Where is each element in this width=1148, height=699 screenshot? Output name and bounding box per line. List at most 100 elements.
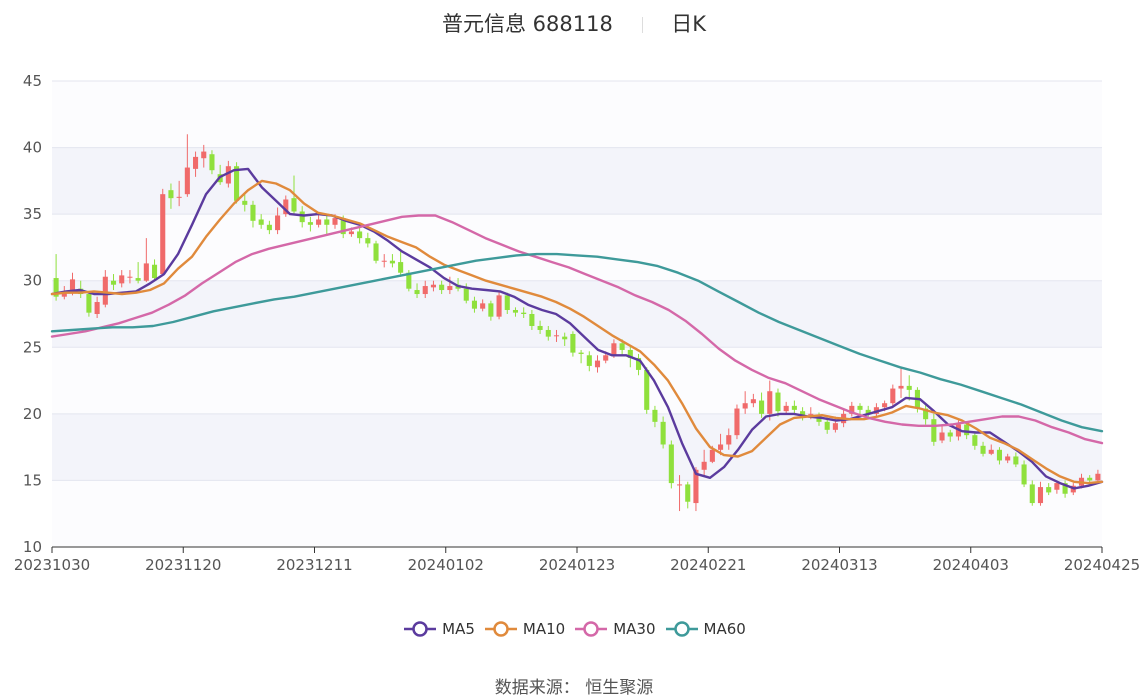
candle-body: [299, 211, 305, 223]
candle-body: [972, 435, 978, 446]
candle-body: [430, 284, 436, 288]
candle-body: [775, 392, 781, 412]
candle-body: [102, 276, 108, 305]
x-tick-label: 20231120: [145, 556, 221, 574]
legend-item-ma60[interactable]: MA60: [664, 620, 746, 638]
candle-body: [422, 286, 428, 295]
candle-body: [439, 284, 445, 291]
candle-body: [783, 405, 789, 412]
candle-body: [619, 343, 625, 350]
candle-body: [529, 314, 535, 326]
candle-body: [521, 312, 527, 314]
y-tick-label: 10: [23, 538, 42, 556]
candle-body: [906, 385, 912, 390]
legend-marker-icon: [404, 621, 437, 637]
candle-body: [832, 423, 838, 430]
candle-body: [1062, 483, 1068, 494]
candle-body: [258, 219, 264, 225]
y-tick-label: 45: [23, 72, 42, 90]
candle-body: [578, 352, 584, 354]
candle-body: [266, 224, 272, 231]
candle-body: [759, 400, 765, 414]
candle-body: [480, 303, 486, 309]
candle-body: [882, 403, 888, 408]
candle-body: [750, 399, 756, 404]
candle-body: [923, 408, 929, 420]
y-tick-label: 40: [23, 139, 42, 157]
legend-marker-icon: [575, 621, 608, 637]
candle-body: [652, 409, 658, 422]
candle-body: [389, 260, 395, 264]
candle-body: [898, 385, 904, 389]
legend-item-ma10[interactable]: MA10: [483, 620, 565, 638]
stock-name: 普元信息 688118: [442, 12, 613, 36]
y-tick-label: 25: [23, 338, 42, 356]
candle-body: [193, 156, 199, 169]
candle-body: [53, 278, 59, 297]
candle-body: [447, 286, 453, 291]
candle-body: [545, 329, 551, 337]
x-tick-label: 20240403: [933, 556, 1009, 574]
candle-body: [225, 166, 231, 184]
x-tick-label: 20240123: [539, 556, 615, 574]
candle-body: [988, 449, 994, 454]
candle-body: [504, 295, 510, 311]
candle-body: [947, 432, 953, 437]
x-tick-label: 20240221: [670, 556, 746, 574]
candle-body: [340, 218, 346, 235]
y-tick-label: 35: [23, 205, 42, 223]
chart-title: 普元信息 688118 日K: [0, 8, 1148, 38]
candle-body: [1013, 456, 1019, 465]
candle-body: [1037, 487, 1044, 504]
candle-body: [980, 445, 986, 454]
candle-body: [151, 264, 158, 279]
candle-body: [1054, 483, 1060, 490]
candle-body: [767, 391, 773, 414]
candle-body: [824, 421, 830, 430]
candle-body: [135, 278, 141, 281]
candle-body: [406, 272, 412, 289]
candle-body: [496, 295, 502, 317]
ma-line-ma10: [50, 179, 1104, 485]
candle-body: [808, 413, 814, 415]
candle-body: [1021, 464, 1027, 485]
candle-body: [676, 484, 683, 486]
candle-body: [143, 263, 149, 281]
candle-body: [291, 198, 297, 212]
candle-body: [1029, 484, 1035, 504]
x-tick-label: 20231211: [276, 556, 352, 574]
candle-body: [127, 276, 133, 278]
plot-band: [52, 413, 1102, 481]
candle-body: [865, 409, 871, 414]
legend-label: MA10: [522, 620, 566, 638]
ma-line-ma30: [50, 214, 1104, 445]
candle-body: [709, 449, 715, 462]
x-tick-label: 20231030: [14, 556, 90, 574]
y-axis: 10 15 20 25 30 35 40 45: [23, 72, 42, 556]
legend-item-ma5[interactable]: MA5: [402, 620, 475, 638]
candle-body: [381, 260, 387, 262]
candle-body: [742, 403, 748, 409]
candle-body: [627, 349, 633, 358]
ma-line-ma60: [50, 252, 1104, 433]
candle-body: [176, 196, 182, 198]
plot-band: [52, 81, 1102, 148]
candle-body: [594, 360, 601, 368]
candle-body: [110, 280, 117, 285]
candle-body: [800, 411, 806, 416]
x-axis: 20231030 20231120 20231211 20240102 20240123…: [14, 546, 1140, 574]
candle-body: [160, 194, 166, 275]
candle-body: [234, 166, 240, 201]
legend-item-ma30[interactable]: MA30: [573, 620, 656, 638]
candle-body: [373, 243, 379, 261]
plot-band: [52, 480, 1102, 547]
y-tick-label: 15: [23, 471, 42, 489]
candle-body: [635, 357, 642, 370]
candle-body: [685, 484, 691, 502]
ma-lines: [50, 167, 1104, 490]
data-source: 数据来源： 恒生聚源: [0, 673, 1148, 698]
candle-body: [283, 199, 289, 215]
candle-body: [201, 151, 207, 159]
candle-body: [242, 200, 248, 205]
candle-body: [668, 444, 674, 484]
